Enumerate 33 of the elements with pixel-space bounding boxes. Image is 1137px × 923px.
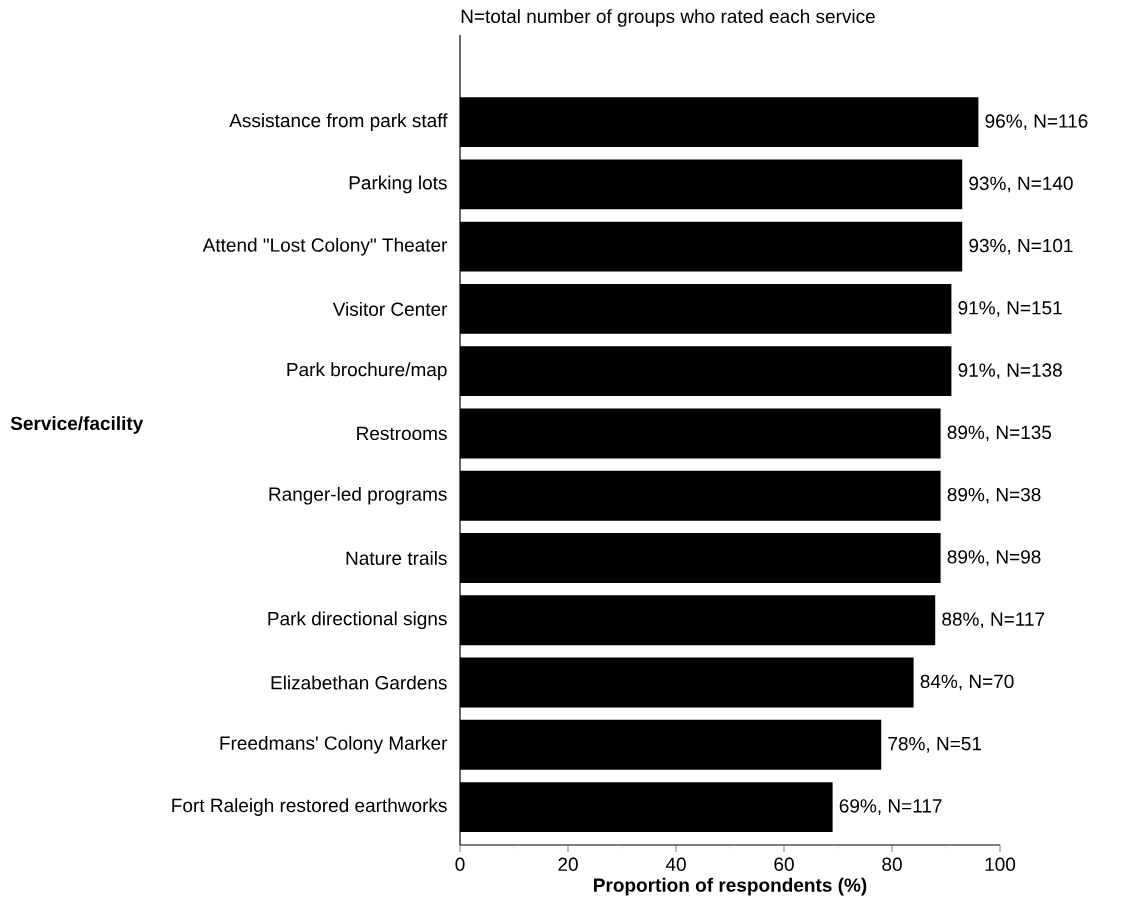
y-tick-label: Elizabethan Gardens <box>271 675 447 690</box>
x-tick-label: 40 <box>665 857 686 871</box>
x-tick-label: 80 <box>882 857 902 871</box>
y-tick-label: Fort Raleigh restored earthworks <box>172 798 447 816</box>
data-label: 96%, N=116 <box>985 114 1088 131</box>
text: N=total number of groups who rated each service <box>461 9 875 27</box>
x-tick-label: 100 <box>985 857 1016 871</box>
y-tick-label: Attend "Lost Colony" Theater <box>202 237 448 256</box>
x-tick-label: 60 <box>774 857 794 871</box>
data-label: 89%, N=38 <box>947 487 1041 504</box>
x-axis-title: Proportion of respondents (%) <box>594 877 867 896</box>
y-tick-label: Assistance from park staff <box>229 113 448 132</box>
data-label: 88%, N=117 <box>942 612 1045 629</box>
y-tick-label: Ranger-led programs <box>269 486 447 505</box>
data-label: 93%, N=101 <box>969 238 1073 255</box>
data-label: 78%, N=51 <box>888 736 981 753</box>
data-label: 91%, N=151 <box>958 301 1062 317</box>
y-tick-label: Park directional signs <box>268 611 447 630</box>
y-tick-label: Nature trails <box>346 551 447 565</box>
y-tick-label: Visitor Center <box>332 301 448 316</box>
data-label: 89%, N=98 <box>947 550 1041 566</box>
data-label: 69%, N=117 <box>839 799 942 815</box>
data-label: 93%, N=140 <box>969 176 1073 193</box>
y-tick-label: Freedmans' Colony Marker <box>220 735 448 754</box>
x-tick-label: 0 <box>455 857 465 871</box>
y-tick-label: Restrooms <box>357 426 447 441</box>
y-tick-label: Parking lots <box>349 175 447 194</box>
y-axis-title: Service/facility <box>10 416 144 434</box>
data-label: 91%, N=138 <box>958 363 1062 380</box>
data-label: 84%, N=70 <box>920 674 1014 691</box>
x-tick-label: 20 <box>558 857 578 871</box>
y-tick-label: Park brochure/map <box>287 362 447 381</box>
data-label: 89%, N=135 <box>947 425 1052 442</box>
